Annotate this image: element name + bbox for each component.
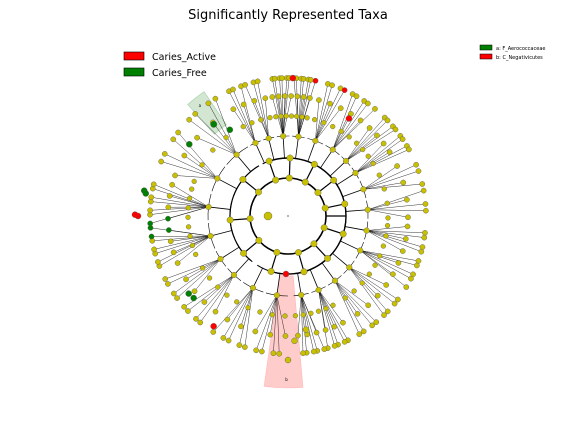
chart-title: Significantly Represented Taxa — [188, 8, 388, 23]
legend-swatch-free — [123, 67, 145, 77]
clade-legend-swatch-a — [479, 44, 493, 51]
clade-legend-text-b: b: C_Negativicutes — [496, 55, 543, 61]
clade-legend-text-a: a: F_Aerococcaceae — [496, 46, 545, 52]
legend-label-free: Caries_Free — [152, 68, 207, 79]
svg-text:a: a — [199, 103, 202, 108]
legend-label-active: Caries_Active — [152, 52, 216, 63]
clade-legend: a: F_Aerococcaceae b: C_Negativicutes — [479, 44, 545, 61]
tree-nodes — [131, 74, 429, 379]
clade-legend-swatch-b — [479, 53, 493, 60]
clade-labels: ba — [199, 103, 289, 382]
tree-edges — [149, 77, 426, 354]
group-legend: Caries_Active Caries_Free — [123, 51, 216, 79]
legend-swatch-active — [123, 51, 145, 61]
svg-text:b: b — [285, 377, 288, 382]
